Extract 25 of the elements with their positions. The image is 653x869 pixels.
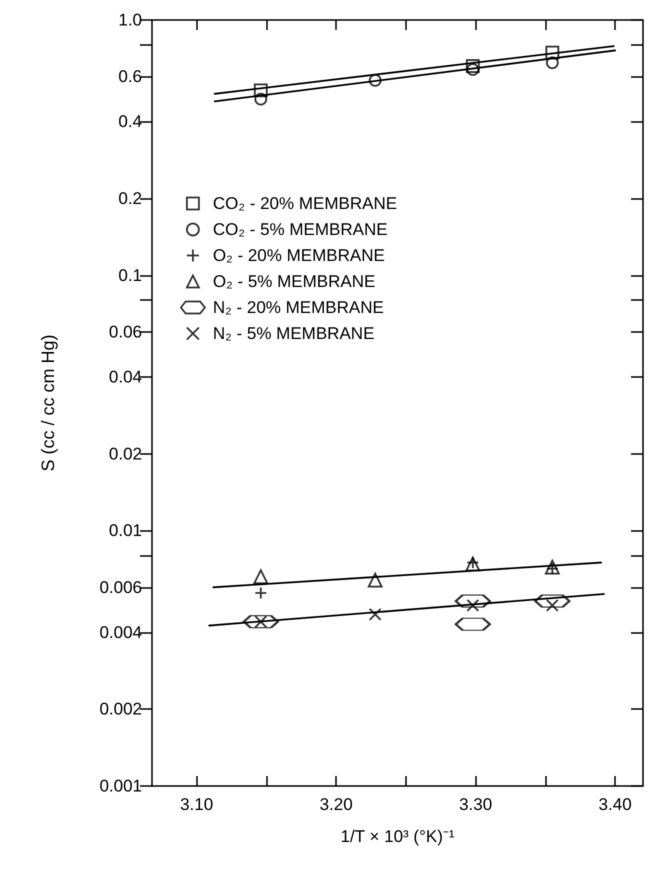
- y-tick-label: 0.04: [108, 367, 142, 386]
- x-tick-label: 3.40: [598, 795, 632, 814]
- legend-label: N₂ - 20% MEMBRANE: [212, 298, 384, 317]
- y-tick-label: 0.001: [99, 776, 142, 796]
- legend-label: N₂ - 5% MEMBRANE: [212, 324, 374, 343]
- y-tick-label: 0.006: [99, 578, 142, 597]
- legend-label: O₂ - 20% MEMBRANE: [212, 246, 385, 265]
- y-tick-label: 0.01: [108, 521, 142, 540]
- y-tick-label: 0.2: [118, 188, 142, 208]
- x-axis-title: 1/T × 10³ (°K)⁻¹: [340, 827, 455, 846]
- x-tick-label: 3.20: [320, 795, 353, 814]
- legend-label: CO₂ - 20% MEMBRANE: [212, 194, 398, 213]
- y-tick-label: 0.002: [99, 700, 142, 719]
- legend-label: CO₂ - 5% MEMBRANE: [212, 220, 388, 239]
- y-tick-label: 0.06: [108, 322, 142, 342]
- x-tick-label: 3.30: [459, 795, 492, 814]
- y-tick-label: 0.02: [108, 444, 142, 464]
- y-tick-label: 0.1: [118, 266, 142, 285]
- y-tick-label: 0.6: [118, 67, 142, 86]
- y-tick-label: 1.0: [118, 10, 142, 30]
- y-tick-label: 0.4: [118, 112, 142, 132]
- y-axis-title: S (cc / cc cm Hg): [38, 334, 58, 472]
- y-tick-label: 0.004: [99, 622, 142, 642]
- legend-label: O₂ - 5% MEMBRANE: [212, 272, 376, 291]
- x-tick-label: 3.10: [180, 795, 214, 814]
